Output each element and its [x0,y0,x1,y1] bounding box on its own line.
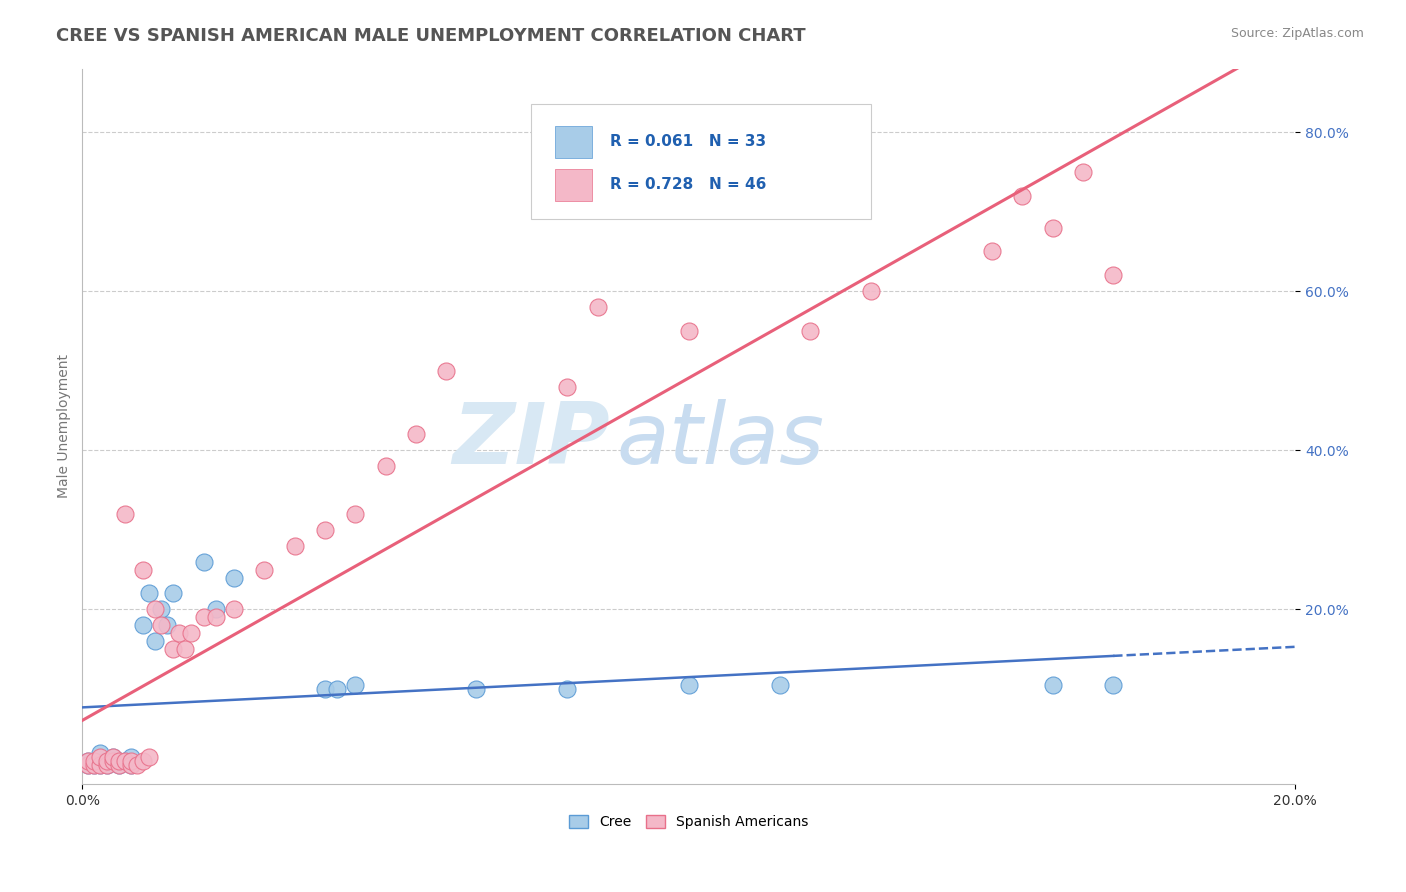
Point [120,749,142,764]
Point [1102,678,1125,692]
Point [96,757,118,772]
Text: R = 0.061   N = 33: R = 0.061 N = 33 [610,135,766,149]
Point [101,754,124,768]
FancyBboxPatch shape [555,169,592,201]
Point [405,427,427,442]
Point [204,602,226,616]
Point [586,300,609,314]
Point [1011,188,1033,202]
Point [83,757,105,772]
Point [1042,678,1064,692]
Point [89,757,111,772]
Text: ZIP: ZIP [453,400,610,483]
Point [114,754,136,768]
Point [344,678,367,692]
Point [132,754,155,768]
Point [83,757,105,772]
Point [314,523,336,537]
Text: R = 0.728   N = 46: R = 0.728 N = 46 [610,178,766,193]
Point [678,324,700,338]
Point [101,754,124,768]
Point [114,507,136,521]
Point [96,754,118,768]
Point [89,746,111,760]
Point [180,626,202,640]
Point [125,757,148,772]
Point [77,754,100,768]
Point [143,602,166,616]
Point [83,754,105,768]
Point [557,681,579,696]
Point [101,749,124,764]
Point [107,757,129,772]
Point [1042,220,1064,235]
Point [77,757,100,772]
Point [77,754,100,768]
Point [326,681,349,696]
FancyBboxPatch shape [555,126,592,158]
Point [132,563,155,577]
Point [799,324,821,338]
Point [222,602,245,616]
Point [222,571,245,585]
Point [156,618,179,632]
Point [162,642,184,657]
Point [120,754,142,768]
Point [107,757,129,772]
Point [981,244,1004,259]
Legend: Cree, Spanish Americans: Cree, Spanish Americans [564,809,814,835]
Point [96,757,118,772]
Y-axis label: Male Unemployment: Male Unemployment [58,354,72,499]
Point [138,586,160,600]
Point [107,754,129,768]
Point [132,618,155,632]
Text: atlas: atlas [616,400,824,483]
Point [120,757,142,772]
Point [162,586,184,600]
Point [193,610,215,624]
Point [169,626,191,640]
Point [283,539,305,553]
Point [96,754,118,768]
Point [678,678,700,692]
Point [150,618,173,632]
Point [77,757,100,772]
Point [1071,165,1094,179]
Point [114,754,136,768]
Point [138,749,160,764]
Point [557,380,579,394]
Point [107,754,129,768]
Point [204,610,226,624]
Point [374,459,396,474]
Text: CREE VS SPANISH AMERICAN MALE UNEMPLOYMENT CORRELATION CHART: CREE VS SPANISH AMERICAN MALE UNEMPLOYME… [56,27,806,45]
Point [859,284,882,298]
Point [253,563,276,577]
Point [174,642,197,657]
Point [193,555,215,569]
Point [1102,268,1125,283]
FancyBboxPatch shape [531,104,870,219]
Point [143,634,166,648]
Point [314,681,336,696]
Point [83,754,105,768]
Text: Source: ZipAtlas.com: Source: ZipAtlas.com [1230,27,1364,40]
Point [434,364,457,378]
Point [89,757,111,772]
Point [465,681,488,696]
Point [150,602,173,616]
Point [120,757,142,772]
Point [769,678,792,692]
Point [89,749,111,764]
Point [344,507,367,521]
Point [101,749,124,764]
